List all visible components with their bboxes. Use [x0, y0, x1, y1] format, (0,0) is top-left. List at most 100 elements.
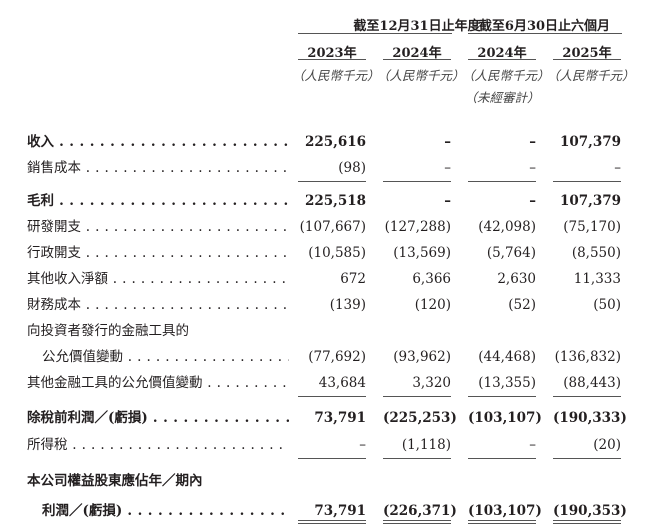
unaudited-label: （未經審計）	[464, 90, 540, 105]
unit-label: （人民幣千元）	[547, 68, 635, 83]
unit-label: （人民幣千元）	[377, 68, 465, 83]
underline	[553, 458, 621, 459]
row-value: (10,585)	[308, 245, 366, 261]
row-label: 除稅前利潤／(虧損)	[27, 405, 289, 431]
row-value: (103,107)	[468, 503, 542, 519]
underline	[298, 396, 366, 397]
row-label: 行政開支	[27, 240, 289, 266]
row-value: (75,170)	[563, 219, 621, 235]
row-value: –	[529, 193, 536, 209]
row-value: (13,569)	[393, 245, 451, 261]
year-header: 2023年	[307, 46, 357, 61]
underline	[298, 458, 366, 459]
table-row: 毛利 225,518 – – 107,379	[0, 188, 660, 214]
row-label: 公允價值變動	[42, 344, 289, 370]
underline	[383, 396, 451, 397]
unit-label: （人民幣千元）	[462, 68, 550, 83]
row-label: 研發開支	[27, 214, 289, 240]
underline	[553, 181, 621, 182]
underline	[468, 396, 536, 397]
row-value: 107,379	[559, 193, 621, 209]
row-label: 毛利	[27, 188, 289, 214]
row-label: 財務成本	[27, 292, 289, 318]
row-value: 73,791	[314, 503, 366, 519]
table-row: 行政開支 (10,585) (13,569) (5,764) (8,550)	[0, 240, 660, 266]
underline	[468, 181, 536, 182]
header-rule	[298, 33, 452, 34]
row-value: (98)	[338, 160, 366, 176]
table-row: 收入 225,616 – – 107,379	[0, 129, 660, 155]
row-value: (139)	[329, 297, 366, 313]
header-rule	[383, 59, 451, 60]
table-row: 其他收入淨額 672 6,366 2,630 11,333	[0, 266, 660, 292]
row-value: (190,353)	[553, 503, 627, 519]
row-value: (13,355)	[478, 375, 536, 391]
row-value: 2,630	[497, 271, 536, 287]
row-value: (107,667)	[299, 219, 366, 235]
row-label: 本公司權益股東應佔年／期內	[27, 473, 203, 489]
double-underline	[383, 520, 451, 524]
header-group-six-months: 截至6月30日止六個月	[478, 19, 611, 34]
row-value: (120)	[414, 297, 451, 313]
double-underline	[468, 520, 536, 524]
year-header: 2024年	[392, 46, 442, 61]
row-label: 收入	[27, 129, 289, 155]
header-rule	[468, 59, 536, 60]
row-value: –	[614, 160, 621, 176]
underline	[383, 458, 451, 459]
row-value: 225,616	[304, 134, 366, 150]
row-value: (190,333)	[553, 410, 627, 426]
row-value: 6,366	[412, 271, 451, 287]
row-value: (42,098)	[478, 219, 536, 235]
row-value: 3,320	[412, 375, 451, 391]
table-row: 所得稅 – (1,118) – (20)	[0, 432, 660, 458]
row-label: 銷售成本	[27, 155, 289, 181]
row-value: (52)	[508, 297, 536, 313]
row-value: (44,468)	[478, 349, 536, 365]
row-value: (88,443)	[563, 375, 621, 391]
row-value: –	[529, 437, 536, 453]
row-value: (136,832)	[554, 349, 621, 365]
table-row: 本公司權益股東應佔年／期內	[0, 468, 660, 494]
table-row: 財務成本 (139) (120) (52) (50)	[0, 292, 660, 318]
year-header: 2025年	[562, 46, 612, 61]
row-value: 672	[340, 271, 366, 287]
row-value: (103,107)	[468, 410, 542, 426]
underline	[553, 396, 621, 397]
table-row: 其他金融工具的公允價值變動 43,684 3,320 (13,355) (88,443)	[0, 370, 660, 396]
row-label: 其他金融工具的公允價值變動	[27, 370, 289, 396]
header-group-fiscal-year: 截至12月31日止年度	[353, 19, 481, 34]
row-value: –	[529, 134, 536, 150]
table-row: 研發開支 (107,667) (127,288) (42,098) (75,170)	[0, 214, 660, 240]
row-value: –	[444, 160, 451, 176]
row-value: 73,791	[314, 410, 366, 426]
row-value: –	[444, 193, 451, 209]
row-value: (77,692)	[308, 349, 366, 365]
row-value: (50)	[593, 297, 621, 313]
underline	[298, 181, 366, 182]
row-value: –	[529, 160, 536, 176]
table-row: 利潤／(虧損) 73,791 (226,371) (103,107) (190,353)	[0, 498, 660, 524]
header-rule	[468, 33, 622, 34]
row-value: (1,118)	[401, 437, 451, 453]
table-row: 公允價值變動 (77,692) (93,962) (44,468) (136,832)	[0, 344, 660, 370]
row-value: (127,288)	[384, 219, 451, 235]
row-value: –	[359, 437, 366, 453]
row-value: (8,550)	[571, 245, 621, 261]
row-value: 107,379	[559, 134, 621, 150]
header-rule	[553, 59, 621, 60]
double-underline	[553, 520, 621, 524]
row-value: (5,764)	[486, 245, 536, 261]
table-row: 除稅前利潤／(虧損) 73,791 (225,253) (103,107) (190,3…	[0, 405, 660, 431]
underline	[383, 181, 451, 182]
row-label: 向投資者發行的金融工具的	[27, 323, 189, 339]
row-value: 11,333	[573, 271, 621, 287]
row-value: (20)	[593, 437, 621, 453]
underline	[468, 458, 536, 459]
year-header: 2024年	[477, 46, 527, 61]
row-value: 225,518	[304, 193, 366, 209]
table-row: 向投資者發行的金融工具的	[0, 318, 660, 344]
row-label: 所得稅	[27, 432, 289, 458]
table-row: 銷售成本 (98) – – –	[0, 155, 660, 181]
row-label: 其他收入淨額	[27, 266, 289, 292]
